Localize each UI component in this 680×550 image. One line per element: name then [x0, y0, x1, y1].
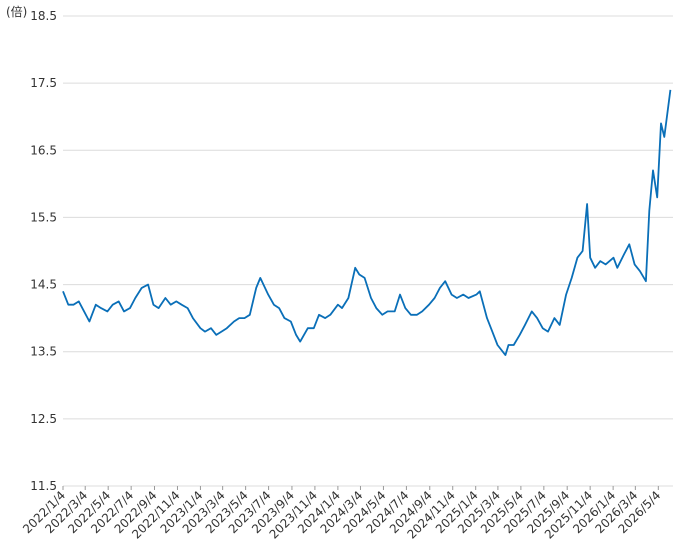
- y-tick-label: 11.5: [30, 479, 57, 493]
- y-tick-label: 18.5: [30, 9, 57, 23]
- y-tick-label: 14.5: [30, 278, 57, 292]
- y-tick-label: 15.5: [30, 210, 57, 224]
- y-tick-label: 17.5: [30, 76, 57, 90]
- y-tick-label: 16.5: [30, 143, 57, 157]
- y-tick-label: 13.5: [30, 345, 57, 359]
- y-tick-label: 12.5: [30, 412, 57, 426]
- unit-label: (倍): [6, 4, 27, 19]
- series-line: [62, 89, 672, 357]
